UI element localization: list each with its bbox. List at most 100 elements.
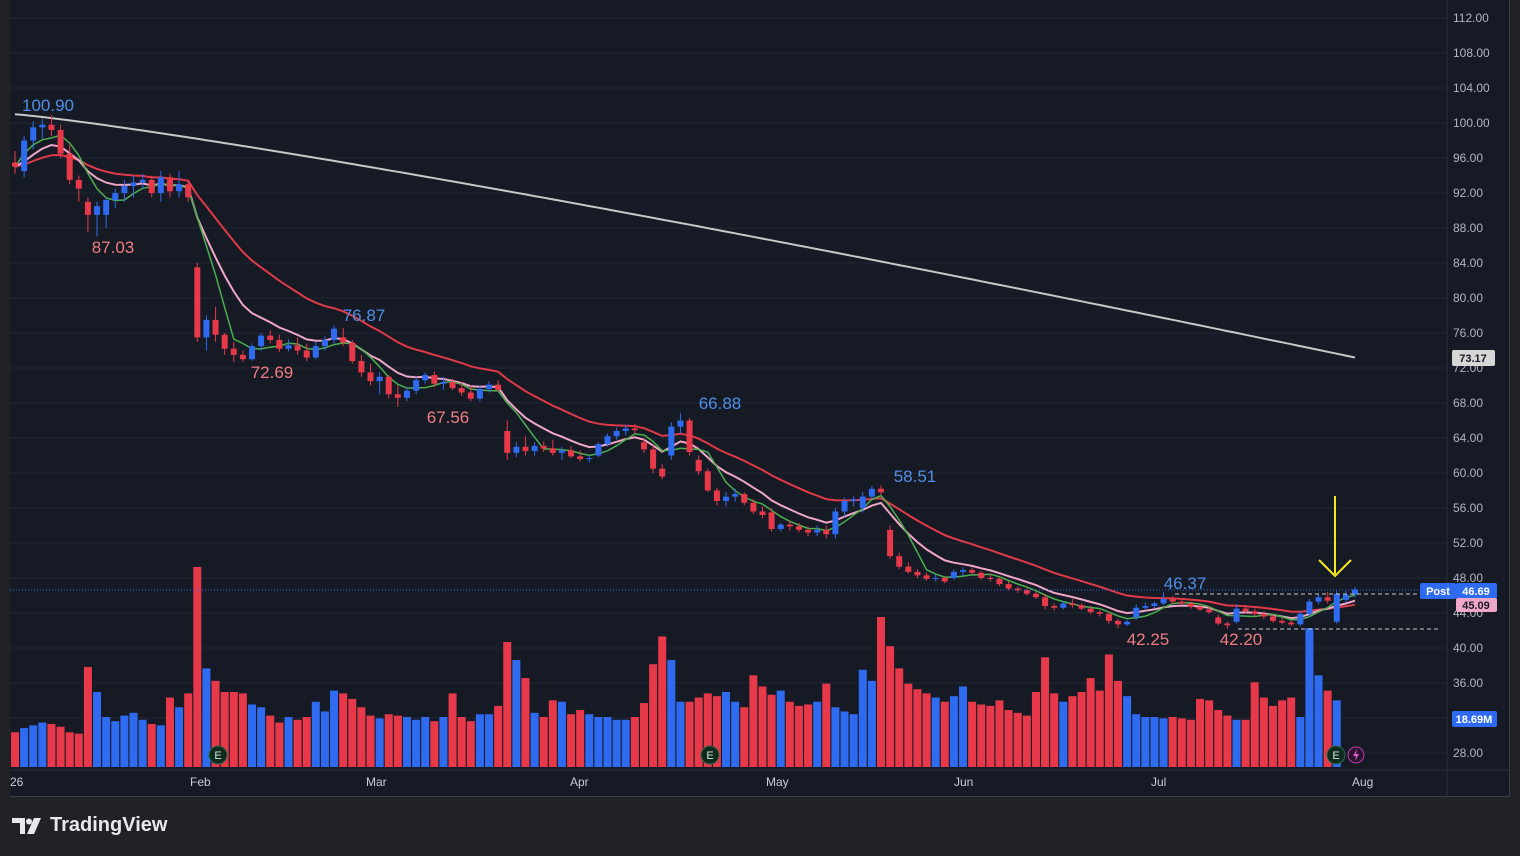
candle [531,442,538,456]
volume-bar [658,636,667,767]
candle [723,492,730,507]
volume-bar [813,701,822,767]
volume-bar [794,705,803,767]
svg-text:E: E [214,750,221,762]
volume-bar [1186,719,1195,767]
candle-body [1315,597,1322,602]
candle-body [1178,601,1185,604]
sma-long-badge: 73.17 [1452,350,1495,366]
candle [176,171,183,198]
candle-body [203,319,210,338]
candle [759,506,766,519]
candle-body [94,206,101,215]
volume-bar [530,712,539,767]
moving-averages [14,113,1356,621]
candle-body [1233,608,1240,622]
candle-body [631,428,638,431]
svg-text:E: E [1332,750,1339,762]
earnings-marker-icon[interactable]: E [208,745,228,765]
candle [1206,606,1213,614]
price-axis[interactable]: 112.00 108.00 104.00 100.00 96.00 92.00 88.00 8… [1453,11,1490,760]
volume-bar [120,715,129,767]
volume-bar [567,714,576,767]
y-tick-label: 40.00 [1453,641,1483,655]
time-axis[interactable]: 26 Feb Mar Apr May Jun Jul Aug [10,769,1509,789]
candle-body [84,201,91,215]
candle-body [1160,599,1167,604]
price-chart[interactable]: 100.90 87.03 76.87 72.69 67.56 66.88 58.51 46.3… [10,0,1509,796]
candle [768,508,775,532]
volume-bar [831,707,840,767]
volume-bar [102,717,111,767]
candle [239,350,246,362]
event-markers[interactable]: E E E [208,745,1365,765]
volume-bar [184,693,193,767]
candle [668,422,675,460]
x-tick-label: Apr [570,775,589,789]
candle [12,151,18,174]
price-label-low: 72.69 [251,363,294,382]
volume-bar [193,567,202,767]
candle-body [1279,620,1286,623]
candle [969,567,976,575]
volume-bar [858,669,867,767]
volume-bar [211,680,220,767]
candle-body [258,335,265,347]
candle [431,371,438,388]
tradingview-logo-icon [12,817,41,834]
candle [294,337,301,355]
candle-body [1032,593,1039,598]
volume-bar [1095,690,1104,767]
volume-bar [1104,654,1113,767]
candle [795,522,802,533]
candle [622,424,629,436]
candle-body [1087,608,1094,613]
candle-body [1151,603,1158,606]
y-tick-label: 96.00 [1453,151,1483,165]
x-tick-label: 26 [10,775,24,789]
candle [777,522,784,532]
volume-bar [977,704,986,767]
volume-bar [1323,690,1332,767]
y-tick-label: 56.00 [1453,501,1483,515]
lightning-event-icon[interactable] [1347,746,1365,764]
price-label-high: 66.88 [699,394,742,413]
volume-bar [457,717,466,767]
candle-body [795,526,802,530]
candle [1242,605,1249,614]
volume-bar [959,686,968,767]
earnings-marker-icon[interactable]: E [1326,745,1346,765]
candle [1087,606,1094,614]
candle [1315,593,1322,605]
candle-body [1242,608,1249,612]
price-label-low: 87.03 [92,238,135,257]
candle [877,485,884,495]
volume-bar [147,723,156,767]
candle-body [12,162,18,167]
candle [267,330,274,344]
earnings-marker-icon[interactable]: E [700,745,720,765]
candle [1269,613,1276,623]
candle [1224,621,1231,629]
price-label-high: 58.51 [894,467,937,486]
candle-body [294,345,301,351]
candle-body [613,431,620,437]
candle-body [495,384,502,390]
chart-area[interactable]: 100.90 87.03 76.87 72.69 67.56 66.88 58.51 46.3… [10,0,1510,797]
candle-body [923,575,930,579]
y-tick-label: 76.00 [1453,326,1483,340]
volume-bar [1196,698,1205,767]
candle-body [531,445,538,452]
candle-body [859,496,866,508]
candle-body [422,375,429,381]
volume-bar [740,707,749,767]
candle [376,372,383,395]
candle [568,445,575,459]
candle-body [239,354,246,360]
tradingview-brand[interactable]: TradingView [12,814,167,837]
candle-body [1342,594,1349,600]
volume-bar [731,701,740,767]
candle-body [48,124,55,130]
price-label-low: 42.25 [1127,630,1170,649]
candle-body [312,346,319,358]
